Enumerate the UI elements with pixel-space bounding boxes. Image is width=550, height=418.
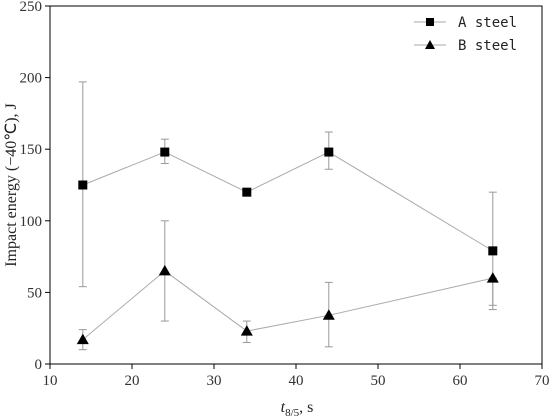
y-axis-label: Impact energy (−40℃), J [3,103,20,267]
legend-a-marker [426,18,434,26]
y-tick-label: 150 [20,142,43,158]
x-tick-label: 20 [125,373,140,389]
series-a-point [488,246,498,256]
series-b-line [82,270,493,341]
y-tick-label: 50 [27,285,42,301]
y-axis-ticks: 0 50 100 150 200 250 [20,0,50,373]
plot-frame [49,5,543,365]
series-a-line [82,151,494,252]
x-tick-label: 30 [207,373,222,389]
x-axis-label-var: t [281,399,286,416]
y-tick-label: 250 [20,0,43,15]
series-lines [82,151,494,341]
x-tick-label: 40 [289,373,304,389]
x-tick-label: 70 [535,373,550,389]
x-tick-label: 60 [453,373,468,389]
series-b-point [76,333,89,345]
x-tick-label: 50 [371,373,386,389]
y-tick-label: 100 [20,214,43,230]
legend-a-label: A steel [458,15,517,31]
legend: A steel B steel [414,15,517,54]
series-a-point [242,187,252,197]
x-tick-label: 10 [43,373,58,389]
x-axis-label-rest: , s [299,399,313,416]
series-b-point [240,325,253,336]
series-a-point [324,147,334,157]
series-a-point [78,180,88,190]
series-b-point [322,309,335,320]
y-tick-label: 200 [20,71,43,87]
x-axis-label: t8/5, s [281,399,314,418]
legend-b-marker [425,40,435,49]
x-axis-ticks: 10 20 30 40 50 60 70 [43,364,550,389]
series-a-point [160,147,170,157]
x-axis-label-sub: 8/5 [285,407,300,418]
data-markers [76,147,499,345]
y-tick-label: 0 [35,357,43,373]
series-b-point [158,264,171,276]
legend-b-label: B steel [458,38,517,54]
series-b-point [486,272,499,283]
